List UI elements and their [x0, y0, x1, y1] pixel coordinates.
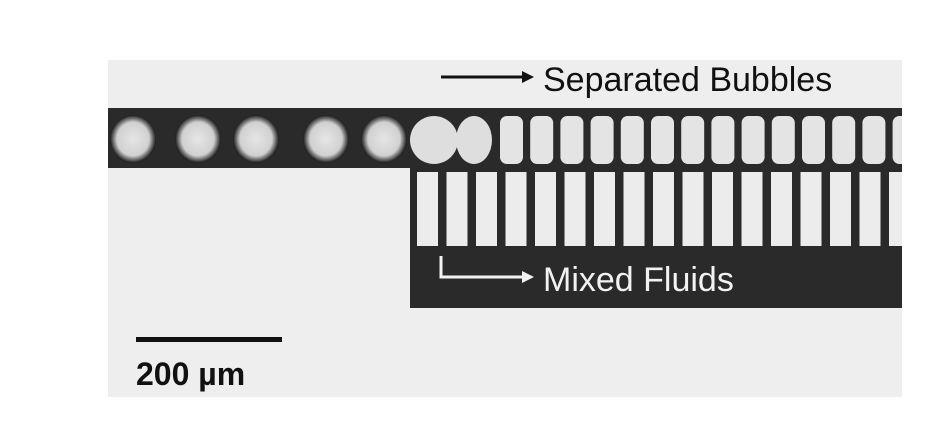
channel-plug — [681, 116, 705, 164]
round-bubble — [175, 115, 221, 163]
vertical-slot — [830, 172, 851, 246]
channel-plug — [711, 116, 735, 164]
vertical-slot — [741, 172, 763, 246]
vertical-slot — [564, 172, 586, 246]
channel-plug — [741, 116, 765, 164]
channel-plug — [500, 116, 523, 164]
vertical-slot — [476, 172, 497, 246]
vertical-slot — [505, 172, 527, 246]
vertical-slot — [446, 172, 468, 246]
vertical-slot — [594, 172, 615, 246]
channel-plug — [802, 116, 825, 164]
mixed-fluids-label: Mixed Fluids — [543, 261, 734, 299]
channel-plug — [620, 116, 644, 164]
round-bubble — [303, 115, 349, 163]
channel-plugs — [500, 116, 902, 164]
microchannel-drawing — [108, 71, 902, 308]
vertical-slot — [712, 172, 733, 246]
round-bubble — [233, 115, 279, 163]
deforming-bubble — [410, 116, 458, 164]
vertical-slot — [859, 172, 881, 246]
channel-plug — [862, 116, 886, 164]
channel-plug — [560, 116, 584, 164]
vertical-slots — [417, 172, 902, 246]
vertical-slot — [771, 172, 792, 246]
channel-plug — [590, 116, 614, 164]
round-bubble — [361, 115, 407, 163]
vertical-slot — [535, 172, 556, 246]
vertical-slot — [623, 172, 645, 246]
deforming-bubble — [456, 116, 492, 164]
micrograph: Separated Bubbles Mixed Fluids 200 µm — [108, 60, 902, 397]
scale-bar-label: 200 µm — [136, 356, 246, 392]
channel-plug — [771, 116, 795, 164]
scale-bar — [136, 337, 282, 342]
separated-bubbles — [110, 115, 492, 164]
mixed-arrow-icon — [439, 256, 534, 283]
round-bubble — [110, 115, 156, 163]
channel-plug — [651, 116, 674, 164]
separated-bubbles-label: Separated Bubbles — [543, 61, 833, 99]
channel-plug — [892, 116, 902, 164]
vertical-slot — [417, 172, 438, 246]
channel-plug — [530, 116, 554, 164]
channel-plug — [832, 116, 856, 164]
separated-arrow-icon — [441, 71, 534, 83]
vertical-slot — [800, 172, 822, 246]
vertical-slot — [682, 172, 704, 246]
vertical-slot — [653, 172, 674, 246]
vertical-slot — [889, 172, 902, 246]
